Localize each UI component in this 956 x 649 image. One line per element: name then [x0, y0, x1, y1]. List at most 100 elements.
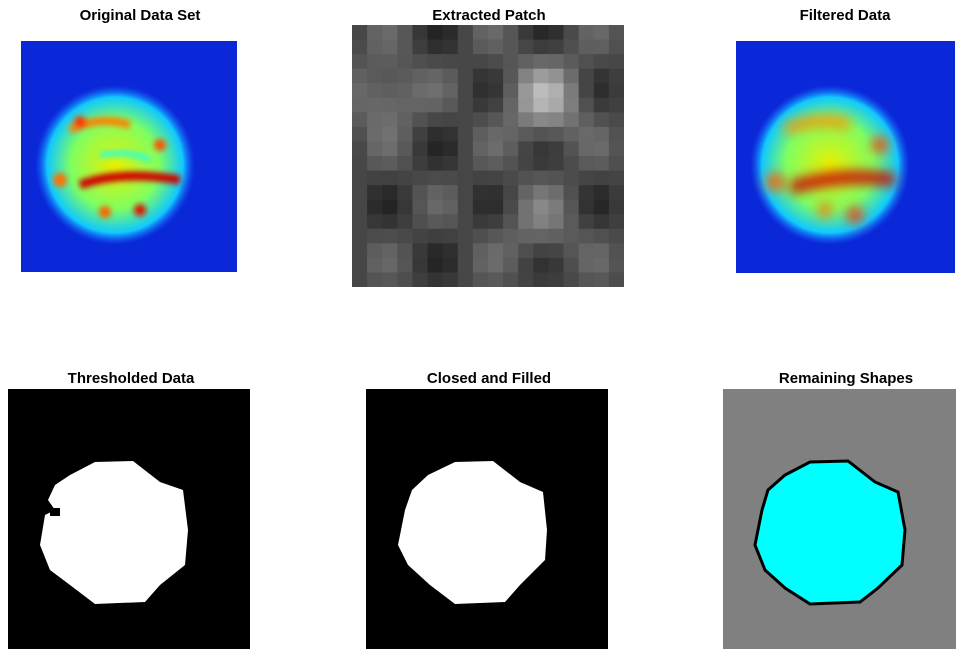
- patch-pixel: [412, 25, 428, 40]
- patch-pixel: [458, 243, 474, 258]
- patch-pixel: [548, 200, 564, 215]
- patch-pixel: [548, 141, 564, 156]
- patch-pixel: [367, 156, 383, 171]
- patch-pixel: [397, 40, 413, 55]
- patch-pixel: [443, 54, 459, 69]
- patch-pixel: [579, 171, 595, 186]
- patch-pixel: [488, 185, 504, 200]
- panel-title: Extracted Patch: [432, 7, 545, 24]
- patch-pixel: [488, 200, 504, 215]
- patch-pixel: [473, 40, 489, 55]
- patch-pixel: [548, 185, 564, 200]
- patch-pixel: [533, 69, 549, 84]
- patch-pixel: [367, 25, 383, 40]
- closed-filled-image: [366, 389, 608, 649]
- patch-pixel: [397, 200, 413, 215]
- patch-pixel: [367, 83, 383, 98]
- patch-pixel: [548, 25, 564, 40]
- patch-pixel: [443, 98, 459, 113]
- patch-pixel: [473, 229, 489, 244]
- patch-pixel: [579, 229, 595, 244]
- patch-pixel: [473, 25, 489, 40]
- patch-pixel: [352, 243, 368, 258]
- patch-pixel: [382, 69, 398, 84]
- patch-pixel: [488, 214, 504, 229]
- patch-pixel: [548, 98, 564, 113]
- patch-pixel: [412, 243, 428, 258]
- patch-pixel: [503, 214, 519, 229]
- patch-pixel: [458, 25, 474, 40]
- patch-pixel: [428, 25, 444, 40]
- patch-pixel: [367, 258, 383, 273]
- patch-pixel: [458, 156, 474, 171]
- patch-pixel: [428, 258, 444, 273]
- patch-pixel: [473, 214, 489, 229]
- patch-pixel: [533, 229, 549, 244]
- patch-pixel: [609, 272, 625, 287]
- patch-pixel: [473, 54, 489, 69]
- patch-pixel: [533, 141, 549, 156]
- patch-pixel: [412, 229, 428, 244]
- patch-pixel: [352, 69, 368, 84]
- figure: Original Data Set Extracted Patch Filter…: [0, 0, 956, 649]
- patch-pixel: [382, 185, 398, 200]
- patch-pixel: [533, 185, 549, 200]
- patch-pixel: [503, 171, 519, 186]
- patch-pixel: [458, 127, 474, 142]
- patch-pixel: [503, 200, 519, 215]
- patch-pixel: [548, 258, 564, 273]
- patch-pixel: [443, 258, 459, 273]
- patch-pixel: [609, 127, 625, 142]
- patch-pixel: [533, 171, 549, 186]
- patch-pixel: [609, 112, 625, 127]
- patch-pixel: [382, 156, 398, 171]
- patch-pixel: [458, 185, 474, 200]
- patch-pixel: [382, 112, 398, 127]
- patch-pixel: [443, 185, 459, 200]
- patch-pixel: [518, 243, 534, 258]
- patch-pixel: [397, 229, 413, 244]
- patch-pixel: [518, 229, 534, 244]
- patch-pixel: [594, 127, 610, 142]
- patch-pixel: [352, 141, 368, 156]
- patch-pixel: [548, 112, 564, 127]
- patch-pixel: [367, 40, 383, 55]
- patch-pixel: [473, 127, 489, 142]
- patch-pixel: [473, 200, 489, 215]
- patch-pixel: [548, 214, 564, 229]
- patch-pixel: [594, 141, 610, 156]
- patch-pixel: [518, 141, 534, 156]
- patch-pixel: [428, 69, 444, 84]
- panel-title: Remaining Shapes: [779, 370, 913, 387]
- patch-pixel: [382, 200, 398, 215]
- patch-pixel: [488, 40, 504, 55]
- patch-pixel: [609, 171, 625, 186]
- patch-pixel: [503, 25, 519, 40]
- patch-pixel: [397, 185, 413, 200]
- patch-pixel: [397, 54, 413, 69]
- patch-pixel: [367, 200, 383, 215]
- patch-pixel: [488, 54, 504, 69]
- patch-pixel: [503, 98, 519, 113]
- patch-pixel: [518, 25, 534, 40]
- patch-pixel: [352, 258, 368, 273]
- patch-pixel: [397, 83, 413, 98]
- patch-pixel: [443, 272, 459, 287]
- patch-pixel: [367, 112, 383, 127]
- patch-pixel: [367, 229, 383, 244]
- patch-pixel: [503, 243, 519, 258]
- patch-pixel: [352, 98, 368, 113]
- patch-pixel: [412, 141, 428, 156]
- patch-pixel: [352, 229, 368, 244]
- patch-pixel: [488, 171, 504, 186]
- patch-pixel: [594, 272, 610, 287]
- patch-pixel: [352, 272, 368, 287]
- patch-pixel: [382, 127, 398, 142]
- patch-pixel: [594, 258, 610, 273]
- patch-pixel: [609, 200, 625, 215]
- original-image: [21, 41, 237, 272]
- patch-pixel: [397, 25, 413, 40]
- patch-pixel: [564, 25, 580, 40]
- patch-pixel: [428, 200, 444, 215]
- patch-pixel: [518, 83, 534, 98]
